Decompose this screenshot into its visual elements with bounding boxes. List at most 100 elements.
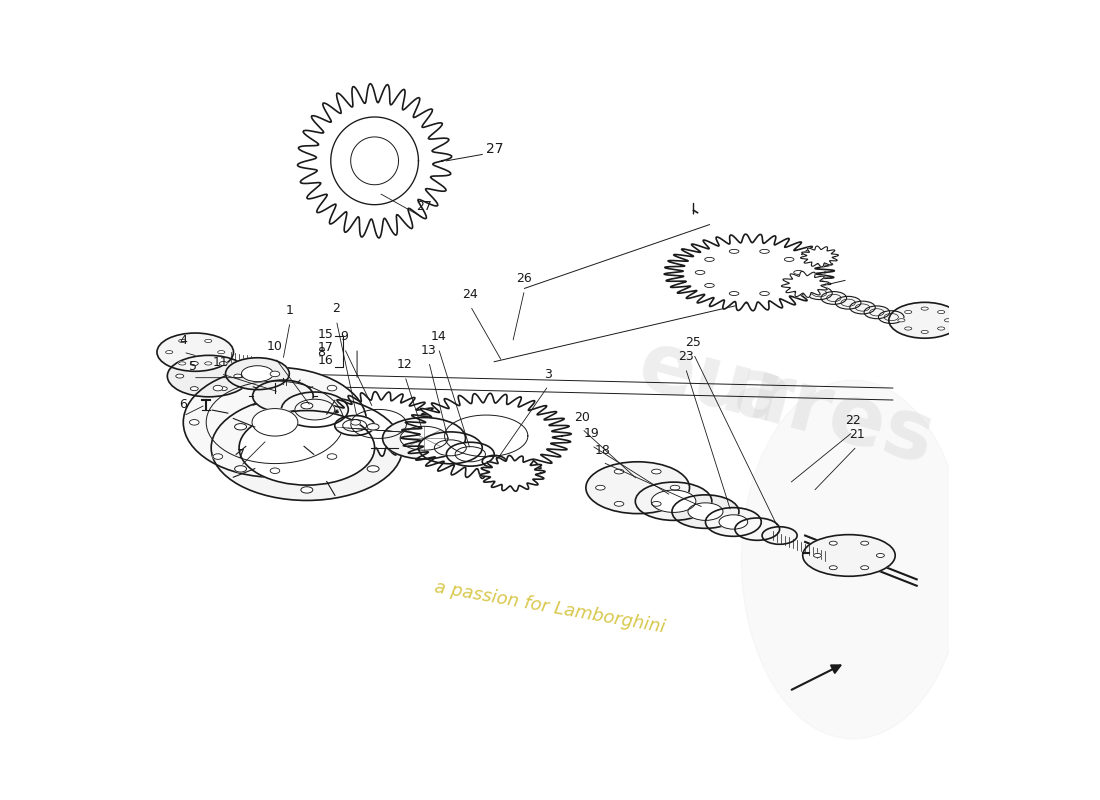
Ellipse shape [239,410,375,485]
Ellipse shape [651,490,696,513]
Ellipse shape [921,307,928,310]
Text: 18: 18 [595,444,610,458]
Ellipse shape [784,258,794,262]
Ellipse shape [651,469,661,474]
Ellipse shape [367,466,380,472]
Ellipse shape [921,330,928,334]
Ellipse shape [705,283,714,287]
Text: 16: 16 [318,354,333,367]
Ellipse shape [218,350,224,354]
Text: 1: 1 [286,304,294,317]
Ellipse shape [850,301,876,314]
Text: 24: 24 [462,288,478,301]
Ellipse shape [792,282,818,294]
Ellipse shape [234,423,246,430]
Ellipse shape [213,454,222,459]
Text: eur: eur [629,325,803,443]
Text: 13: 13 [421,344,437,357]
Ellipse shape [879,310,904,323]
Text: 3: 3 [544,368,552,381]
Text: 15: 15 [317,328,333,341]
Polygon shape [801,246,838,267]
Ellipse shape [860,566,869,570]
Ellipse shape [205,362,212,365]
Ellipse shape [904,327,912,330]
Ellipse shape [166,350,173,354]
Ellipse shape [705,258,714,262]
Ellipse shape [760,250,769,254]
Ellipse shape [184,367,366,478]
Ellipse shape [636,482,712,520]
Text: 14: 14 [430,330,447,343]
Ellipse shape [301,486,312,493]
Ellipse shape [327,454,337,459]
Ellipse shape [176,374,184,378]
Text: 19: 19 [584,427,600,441]
Ellipse shape [271,468,279,474]
Polygon shape [297,84,452,238]
Ellipse shape [937,310,945,314]
Ellipse shape [760,291,769,295]
Ellipse shape [672,495,739,528]
Text: 21: 21 [849,428,865,442]
Text: 27: 27 [416,200,432,214]
Text: 9: 9 [340,330,349,343]
Ellipse shape [301,402,312,409]
Ellipse shape [213,386,222,391]
Polygon shape [480,455,544,491]
Ellipse shape [211,395,403,501]
Text: ares: ares [725,350,943,482]
Ellipse shape [762,526,798,544]
Text: 22: 22 [845,414,861,427]
Ellipse shape [367,423,380,430]
Ellipse shape [705,508,761,536]
Text: 5: 5 [189,360,197,373]
Ellipse shape [190,386,198,390]
Ellipse shape [586,462,690,514]
Ellipse shape [418,432,482,464]
Text: 17: 17 [317,341,333,354]
Ellipse shape [595,486,605,490]
Text: 12: 12 [397,358,412,371]
Ellipse shape [167,355,250,397]
Ellipse shape [242,366,274,382]
Ellipse shape [447,442,494,466]
Text: 20: 20 [574,410,590,424]
Polygon shape [317,392,441,456]
Ellipse shape [219,362,228,366]
Ellipse shape [351,419,361,425]
Ellipse shape [877,554,884,558]
Ellipse shape [735,518,780,540]
Ellipse shape [729,291,739,295]
Ellipse shape [898,318,905,322]
Ellipse shape [784,283,794,287]
Ellipse shape [614,502,624,506]
Ellipse shape [219,386,228,390]
Ellipse shape [719,515,748,529]
Ellipse shape [806,286,833,299]
Ellipse shape [614,469,624,474]
Ellipse shape [688,503,723,520]
Text: 7: 7 [236,448,244,461]
Ellipse shape [178,339,186,342]
Ellipse shape [821,291,847,304]
Ellipse shape [178,362,186,365]
Text: 8: 8 [317,346,326,359]
Ellipse shape [741,380,965,739]
Ellipse shape [945,318,952,322]
Ellipse shape [865,306,890,318]
Text: 2: 2 [332,302,340,315]
Text: 23: 23 [678,350,693,363]
Text: a passion for Lamborghini: a passion for Lamborghini [433,578,667,637]
Ellipse shape [829,566,837,570]
Ellipse shape [651,502,661,506]
Ellipse shape [327,386,337,391]
Ellipse shape [937,327,945,330]
Ellipse shape [282,392,349,427]
Ellipse shape [253,380,313,412]
Text: 4: 4 [179,334,187,347]
Ellipse shape [234,466,246,472]
Text: 10: 10 [267,340,283,353]
Ellipse shape [226,358,289,390]
Ellipse shape [729,250,739,254]
